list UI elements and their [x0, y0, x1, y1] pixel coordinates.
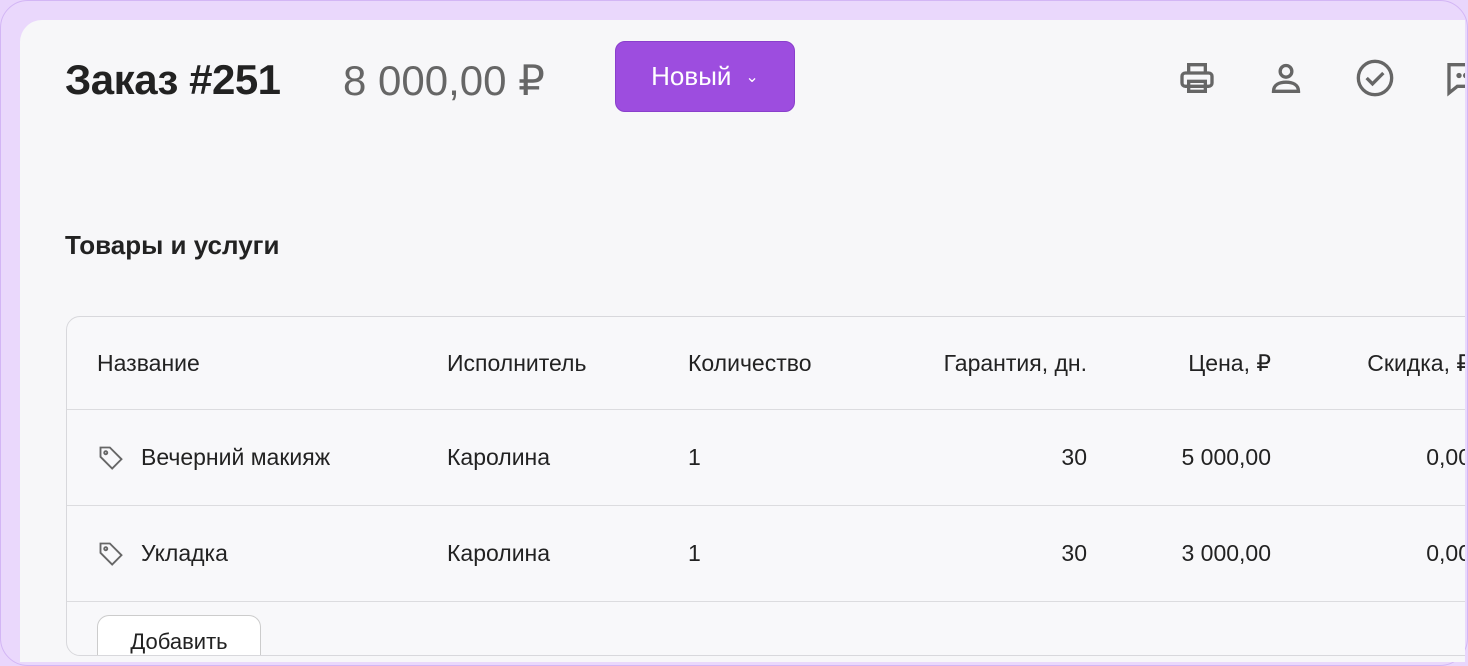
printer-icon[interactable] [1177, 58, 1217, 98]
tag-icon [99, 542, 123, 566]
item-quantity: 1 [688, 540, 701, 566]
table-row[interactable]: Укладка Каролина 1 30 3 000,00 0,00 [67, 506, 1465, 602]
item-performer: Каролина [447, 540, 551, 566]
status-dropdown[interactable]: Новый ⌄ [615, 41, 795, 112]
item-discount: 0,00 [1426, 444, 1465, 470]
chevron-down-icon: ⌄ [745, 68, 759, 86]
table-row[interactable]: Вечерний макияж Каролина 1 30 5 000,00 0… [67, 410, 1465, 506]
add-item-button[interactable]: Добавить [97, 615, 261, 655]
column-header-name[interactable]: Название [97, 349, 200, 376]
check-circle-icon[interactable] [1355, 58, 1395, 98]
comment-icon[interactable] [1444, 58, 1465, 98]
table-header-row: Название Исполнитель Количество Гарантия… [67, 317, 1465, 410]
items-table: Название Исполнитель Количество Гарантия… [66, 316, 1465, 656]
item-price: 5 000,00 [1181, 444, 1271, 470]
item-performer: Каролина [447, 444, 551, 470]
column-header-warranty[interactable]: Гарантия, дн. [943, 349, 1087, 376]
order-card: Заказ #251 8 000,00 ₽ Новый ⌄ Товары и у… [20, 20, 1465, 662]
item-discount: 0,00 [1426, 540, 1465, 566]
column-header-quantity[interactable]: Количество [688, 349, 812, 376]
item-quantity: 1 [688, 444, 701, 470]
column-header-discount[interactable]: Скидка, ₽ [1367, 349, 1465, 376]
column-header-performer[interactable]: Исполнитель [447, 349, 587, 376]
order-amount: 8 000,00 ₽ [343, 57, 545, 104]
tag-icon [99, 446, 123, 470]
item-warranty: 30 [1061, 540, 1087, 566]
status-label: Новый [651, 61, 732, 91]
item-name: Вечерний макияж [141, 444, 331, 470]
item-name: Укладка [141, 540, 228, 566]
column-header-price[interactable]: Цена, ₽ [1188, 349, 1271, 376]
user-icon[interactable] [1266, 58, 1306, 98]
order-title: Заказ #251 [65, 56, 281, 103]
section-title: Товары и услуги [65, 230, 280, 260]
item-price: 3 000,00 [1181, 540, 1271, 566]
item-warranty: 30 [1061, 444, 1087, 470]
